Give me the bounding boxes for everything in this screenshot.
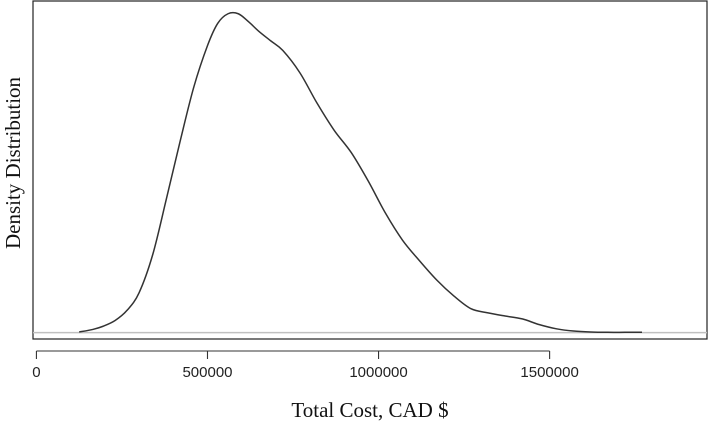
x-tick-label: 0 [32, 364, 40, 381]
x-tick-label: 500000 [182, 364, 232, 381]
y-axis-title: Density Distribution [1, 76, 25, 249]
x-tick-label: 1500000 [520, 364, 578, 381]
x-axis-title: Total Cost, CAD $ [291, 398, 448, 421]
x-tick-label: 1000000 [349, 364, 407, 381]
x-axis-ticks: 0 500000 1000000 1500000 [32, 351, 579, 381]
plot-frame [32, 0, 708, 340]
density-curve [79, 11, 642, 334]
